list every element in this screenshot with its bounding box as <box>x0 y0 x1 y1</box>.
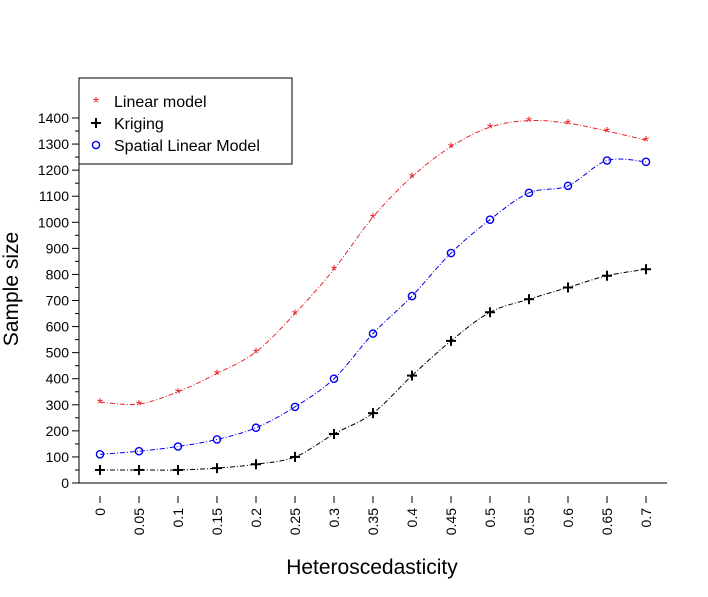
x-tick-label: 0 <box>92 508 108 516</box>
y-tick-label: 1200 <box>38 162 69 178</box>
x-tick-label: 0.65 <box>599 508 615 535</box>
x-tick-label: 0.55 <box>521 508 537 535</box>
data-point <box>329 428 339 439</box>
data-point <box>485 215 495 224</box>
data-point <box>524 188 534 198</box>
y-tick-label: 1300 <box>38 136 69 152</box>
series-kriging <box>95 264 651 475</box>
legend-label: Spatial Linear Model <box>114 138 260 155</box>
legend-label: Kriging <box>114 116 164 133</box>
series-line <box>99 158 647 455</box>
y-tick-label: 900 <box>46 240 70 256</box>
y-tick-label: 1100 <box>39 188 69 204</box>
x-tick-label: 0.2 <box>248 508 264 528</box>
data-point <box>212 463 222 474</box>
x-tick-label: 0.35 <box>365 508 381 535</box>
legend: * Linear model Kriging Spatial Linear Model <box>78 77 293 165</box>
y-tick-label: 800 <box>46 266 70 282</box>
data-point: * <box>214 368 220 385</box>
series-layer: * * * * * * * * * * * * * * * <box>95 115 651 475</box>
data-point <box>446 335 456 346</box>
y-tick-label: 1000 <box>38 214 69 230</box>
x-tick-label: 0.1 <box>170 508 186 528</box>
data-point: * <box>604 125 610 142</box>
data-point <box>173 464 183 475</box>
data-point <box>91 140 101 150</box>
data-point <box>329 374 339 384</box>
x-tick-label: 0.7 <box>638 508 654 528</box>
data-point: * <box>292 308 298 325</box>
legend-entry: * Linear model <box>93 94 207 112</box>
series-linear-model: * * * * * * * * * * * * * * * <box>97 115 649 415</box>
data-point <box>446 248 456 258</box>
x-tick-label: 0.15 <box>209 508 225 535</box>
data-point: * <box>487 121 493 138</box>
y-tick-label: 1400 <box>38 110 69 126</box>
data-point: * <box>253 346 259 363</box>
data-point <box>134 464 144 475</box>
y-axis: 0 100 200 300 400 500 600 700 800 900 1000 1100 1200… <box>38 110 80 491</box>
data-point <box>134 446 144 456</box>
legend-label: Linear model <box>114 94 207 111</box>
x-tick-label: 0.25 <box>287 508 303 535</box>
data-point <box>485 307 495 318</box>
y-axis-title: Sample size <box>0 232 23 346</box>
data-point <box>91 118 101 128</box>
x-tick-label: 0.5 <box>482 508 498 528</box>
x-tick-label: 0.6 <box>560 508 576 528</box>
y-tick-label: 300 <box>46 397 70 413</box>
data-point <box>251 459 261 470</box>
data-point: * <box>565 117 571 134</box>
data-point: * <box>526 115 532 132</box>
x-tick-label: 0.45 <box>443 508 459 535</box>
data-point <box>602 270 612 281</box>
data-point <box>407 291 417 301</box>
data-point <box>290 402 300 412</box>
data-point <box>407 370 417 381</box>
y-tick-label: 500 <box>46 345 70 361</box>
y-tick-label: 400 <box>46 371 70 387</box>
data-point: * <box>448 141 454 158</box>
y-tick-label: 200 <box>46 423 70 439</box>
data-point <box>602 156 612 165</box>
data-point <box>524 294 534 305</box>
data-point: * <box>93 95 99 112</box>
legend-entry: Spatial Linear Model <box>91 138 260 155</box>
data-point <box>641 264 651 275</box>
data-point: * <box>331 263 337 280</box>
data-point <box>251 423 261 433</box>
x-tick-label: 0.05 <box>131 508 147 535</box>
data-point: * <box>175 386 181 403</box>
y-tick-label: 0 <box>61 475 69 491</box>
data-point: * <box>136 398 142 415</box>
data-point <box>368 408 378 419</box>
data-point <box>563 282 573 293</box>
y-tick-label: 100 <box>46 449 70 465</box>
x-tick-label: 0.4 <box>404 508 420 528</box>
series-line <box>99 119 647 405</box>
x-axis-title: Heteroscedasticity <box>286 556 458 579</box>
data-point <box>563 181 573 191</box>
legend-box <box>78 77 293 165</box>
data-point <box>95 464 105 475</box>
y-tick-label: 600 <box>46 319 70 335</box>
data-point: * <box>643 134 649 151</box>
data-point <box>290 451 300 462</box>
x-axis: 0 0.05 0.1 0.15 0.2 0.25 0.3 0.35 0.4 0.45 0.5 0.55… <box>79 482 667 535</box>
y-tick-label: 700 <box>46 293 70 309</box>
x-tick-label: 0.3 <box>326 508 342 528</box>
data-point: * <box>97 396 103 413</box>
data-point: * <box>370 211 376 228</box>
data-point: * <box>409 171 415 188</box>
data-point <box>95 450 105 459</box>
data-point <box>368 329 378 338</box>
data-point <box>212 435 222 444</box>
series-spatial-linear-model <box>95 156 651 459</box>
legend-entry: Kriging <box>91 116 164 133</box>
series-line <box>100 268 647 471</box>
data-point <box>641 157 651 167</box>
data-point <box>173 442 183 451</box>
